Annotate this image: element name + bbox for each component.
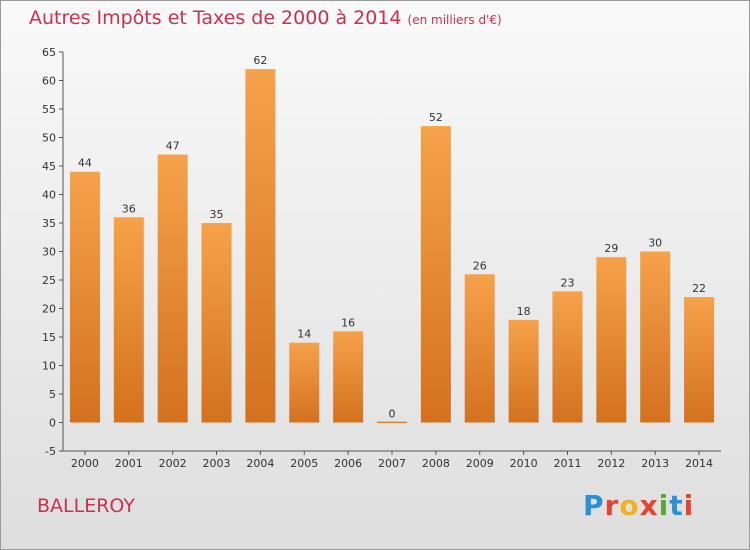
bar (596, 257, 627, 423)
bar (552, 291, 583, 423)
y-tick-label: -5 (45, 445, 56, 458)
axes: -5 0 5 10 15 20 25 30 35 40 45 50 55 60 65 2000 2001 2002… (42, 46, 721, 470)
data-label: 18 (517, 305, 531, 318)
data-label: 47 (166, 140, 180, 153)
logo-letter: i (658, 489, 670, 522)
title-unit: (en milliers d'€) (407, 13, 502, 27)
bar (201, 223, 232, 423)
y-tick-label: 35 (42, 217, 56, 230)
x-tick-label: 2014 (685, 457, 713, 470)
bar (245, 69, 276, 423)
x-tick-label: 2001 (115, 457, 143, 470)
data-label: 29 (604, 242, 618, 255)
y-tick-label: 15 (42, 331, 56, 344)
data-label: 30 (648, 237, 662, 250)
y-tick-label: 10 (42, 360, 56, 373)
logo-letter: P (583, 489, 605, 522)
y-tick-label: 50 (42, 132, 56, 145)
title-text: Autres Impôts et Taxes de 2000 à 2014 (29, 7, 402, 29)
data-label: 35 (210, 208, 224, 221)
x-tick-label: 2012 (597, 457, 625, 470)
bar (640, 251, 671, 423)
y-tick-label: 55 (42, 103, 56, 116)
bar (113, 217, 144, 423)
y-tick-label: 60 (42, 75, 56, 88)
x-tick-label: 2002 (159, 457, 187, 470)
proxiti-logo: Proxiti (583, 489, 694, 522)
bar (289, 342, 320, 423)
x-tick-label: 2006 (334, 457, 362, 470)
y-tick-label: 30 (42, 246, 56, 259)
data-label: 0 (389, 408, 396, 421)
y-tick-label: 40 (42, 189, 56, 202)
y-tick-label: 0 (49, 417, 56, 430)
bar (333, 331, 364, 423)
x-tick-label: 2007 (378, 457, 406, 470)
data-label: 26 (473, 259, 487, 272)
bar (508, 319, 539, 423)
x-tick-label: 2013 (641, 457, 669, 470)
y-tick-label: 5 (49, 388, 56, 401)
chart-title: Autres Impôts et Taxes de 2000 à 2014 (e… (29, 7, 502, 29)
data-label: 23 (560, 276, 574, 289)
x-tick-label: 2011 (553, 457, 581, 470)
data-label: 62 (253, 54, 267, 67)
data-label: 36 (122, 202, 136, 215)
bar (157, 154, 188, 423)
logo-letter: x (639, 489, 659, 522)
bar (684, 297, 715, 423)
y-tick-label: 65 (42, 46, 56, 59)
logo-letter: t (669, 489, 684, 522)
x-tick-label: 2009 (466, 457, 494, 470)
bar (420, 126, 451, 423)
x-tick-label: 2010 (510, 457, 538, 470)
x-tick-label: 2008 (422, 457, 450, 470)
x-tick-label: 2003 (203, 457, 231, 470)
bars: 44 36 47 35 62 14 16 0 52 26 18 23 29 30 22 (69, 54, 715, 423)
data-label: 14 (297, 328, 311, 341)
data-label: 44 (78, 157, 92, 170)
logo-letter: r (604, 489, 620, 522)
x-tick-label: 2005 (290, 457, 318, 470)
y-tick-label: 45 (42, 160, 56, 173)
bar (464, 274, 495, 423)
bar (69, 171, 100, 423)
logo-letter: i (683, 489, 695, 522)
bar (377, 421, 407, 423)
data-label: 52 (429, 111, 443, 124)
x-tick-label: 2004 (246, 457, 274, 470)
data-label: 22 (692, 282, 706, 295)
x-tick-label: 2000 (71, 457, 99, 470)
data-label: 16 (341, 316, 355, 329)
y-tick-label: 20 (42, 303, 56, 316)
y-tick-label: 25 (42, 274, 56, 287)
logo-letter: o (619, 489, 640, 522)
commune-name: BALLEROY (37, 495, 135, 517)
